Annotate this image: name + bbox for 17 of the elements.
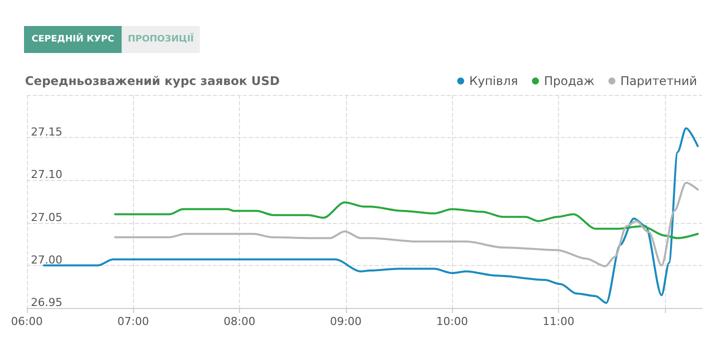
x-tick-label: 10:00 — [436, 315, 468, 328]
legend-label: Купівля — [469, 74, 518, 88]
y-tick-label: 27.15 — [30, 126, 62, 139]
y-tick-label: 27.05 — [30, 210, 62, 224]
x-tick-label: 11:00 — [542, 315, 574, 328]
chart-title: Середньозважений курс заявок USD — [25, 74, 280, 88]
x-tick-label: 09:00 — [330, 315, 362, 328]
x-tick-label: 07:00 — [117, 315, 150, 328]
x-tick-label: 08:00 — [224, 315, 256, 328]
legend-label: Паритетний — [620, 74, 698, 88]
legend-label: Продаж — [544, 74, 595, 88]
y-tick-label: 26.95 — [30, 296, 62, 309]
x-tick-label: 06:00 — [11, 315, 43, 328]
y-tick-label: 27.10 — [30, 168, 62, 182]
y-tick-label: 27.00 — [30, 253, 62, 266]
text: СЕРЕДНІЙ КУРС — [32, 32, 115, 44]
text: ПРОПОЗИЦІЇ — [128, 32, 194, 44]
